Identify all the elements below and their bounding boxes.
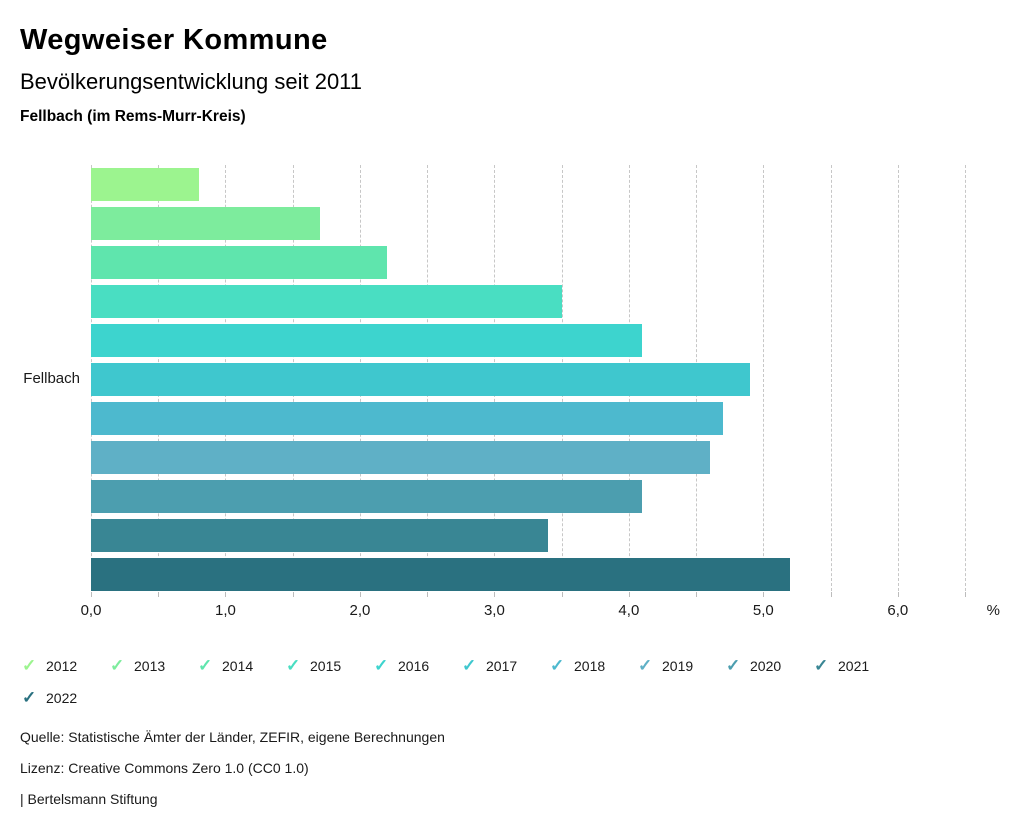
legend-item-2021[interactable]: ✓ 2021 bbox=[814, 655, 902, 676]
x-axis-labels: % 0,0 1,0 2,0 3,0 4,0 5,0 6,0 bbox=[81, 602, 1000, 620]
gridline bbox=[763, 165, 765, 591]
bar-2020 bbox=[91, 480, 643, 513]
legend-year-label: 2012 bbox=[46, 657, 78, 674]
bar-2017 bbox=[91, 363, 750, 396]
legend-item-2020[interactable]: ✓ 2020 bbox=[726, 655, 814, 676]
header: Wegweiser Kommune Bevölkerungsentwicklun… bbox=[20, 14, 362, 126]
legend-item-2013[interactable]: ✓ 2013 bbox=[110, 655, 198, 676]
legend-year-label: 2022 bbox=[46, 689, 78, 706]
check-icon: ✓ bbox=[374, 656, 389, 675]
axis-tick bbox=[628, 592, 630, 597]
legend-item-2012[interactable]: ✓ 2012 bbox=[22, 655, 110, 676]
bar-2015 bbox=[91, 285, 562, 318]
check-icon: ✓ bbox=[198, 656, 213, 675]
legend-year-label: 2013 bbox=[134, 657, 166, 674]
check-icon: ✓ bbox=[726, 656, 741, 675]
check-icon: ✓ bbox=[286, 656, 301, 675]
legend-item-2022[interactable]: ✓ 2022 bbox=[22, 687, 110, 708]
bar-2022 bbox=[91, 558, 791, 591]
check-icon: ✓ bbox=[814, 656, 829, 675]
axis-tick bbox=[696, 592, 698, 597]
legend-row: ✓ 2022 bbox=[22, 687, 902, 708]
check-icon: ✓ bbox=[462, 656, 477, 675]
x-axis-label: 1,0 bbox=[215, 602, 236, 619]
page-title: Wegweiser Kommune bbox=[20, 24, 328, 56]
legend: ✓ 2012 ✓ 2013 ✓ 2014 ✓ 2015 ✓ 2016 ✓ 2017 ✓ 2018 ✓ 2019… bbox=[22, 655, 902, 719]
bar-2014 bbox=[91, 246, 387, 279]
legend-year-label: 2021 bbox=[838, 657, 870, 674]
bar-2013 bbox=[91, 207, 320, 240]
axis-tick bbox=[494, 592, 496, 597]
gridline bbox=[830, 165, 832, 591]
axis-tick bbox=[91, 592, 92, 597]
x-axis-label: 3,0 bbox=[483, 602, 505, 619]
legend-year-label: 2015 bbox=[310, 657, 342, 674]
axis-tick bbox=[292, 592, 294, 597]
x-axis-label: 2,0 bbox=[349, 602, 371, 619]
category-label-fellbach: Fellbach bbox=[23, 370, 80, 387]
check-icon: ✓ bbox=[550, 656, 565, 675]
plot-area bbox=[91, 165, 1000, 591]
bar-2012 bbox=[91, 168, 199, 201]
gridline bbox=[965, 165, 967, 591]
legend-year-label: 2020 bbox=[750, 657, 782, 674]
axis-tick bbox=[158, 592, 160, 597]
check-icon: ✓ bbox=[22, 688, 37, 707]
footer: Quelle: Statistische Ämter der Länder, Z… bbox=[20, 729, 445, 822]
bar-2016 bbox=[91, 324, 643, 357]
axis-tick bbox=[359, 592, 361, 597]
attribution-text: | Bertelsmann Stiftung bbox=[20, 791, 158, 807]
bar-2019 bbox=[91, 441, 710, 474]
legend-year-label: 2017 bbox=[486, 657, 518, 674]
axis-tick bbox=[897, 592, 899, 597]
license-text: Lizenz: Creative Commons Zero 1.0 (CC0 1… bbox=[20, 760, 309, 776]
axis-tick bbox=[830, 592, 832, 597]
chart-title: Bevölkerungsentwicklung seit 2011 bbox=[20, 69, 363, 94]
axis-tick bbox=[225, 592, 227, 597]
check-icon: ✓ bbox=[22, 656, 37, 675]
legend-item-2018[interactable]: ✓ 2018 bbox=[550, 655, 638, 676]
axis-tick bbox=[561, 592, 563, 597]
legend-year-label: 2019 bbox=[662, 657, 694, 674]
axis-tick bbox=[427, 592, 429, 597]
legend-item-2015[interactable]: ✓ 2015 bbox=[286, 655, 374, 676]
legend-item-2014[interactable]: ✓ 2014 bbox=[198, 655, 286, 676]
legend-year-label: 2016 bbox=[398, 657, 430, 674]
legend-row: ✓ 2012 ✓ 2013 ✓ 2014 ✓ 2015 ✓ 2016 ✓ 2017 ✓ 2018 ✓ 2019… bbox=[22, 655, 902, 676]
legend-year-label: 2018 bbox=[574, 657, 606, 674]
x-axis-unit-label: % bbox=[986, 602, 1000, 619]
gridline bbox=[897, 165, 899, 591]
axis-tick bbox=[763, 592, 765, 597]
bars bbox=[91, 165, 1000, 591]
check-icon: ✓ bbox=[638, 656, 653, 675]
source-text: Quelle: Statistische Ämter der Länder, Z… bbox=[20, 729, 445, 745]
legend-year-label: 2014 bbox=[222, 657, 254, 674]
x-axis-label: 0,0 bbox=[80, 602, 102, 619]
legend-item-2016[interactable]: ✓ 2016 bbox=[374, 655, 462, 676]
check-icon: ✓ bbox=[110, 656, 125, 675]
x-axis-label: 5,0 bbox=[752, 602, 774, 619]
x-axis-label: 6,0 bbox=[887, 602, 909, 619]
bar-2021 bbox=[91, 519, 549, 552]
legend-item-2017[interactable]: ✓ 2017 bbox=[462, 655, 550, 676]
x-axis-label: 4,0 bbox=[618, 602, 640, 619]
legend-item-2019[interactable]: ✓ 2019 bbox=[638, 655, 726, 676]
bar-2018 bbox=[91, 402, 723, 435]
region-subtitle: Fellbach (im Rems-Murr-Kreis) bbox=[20, 108, 246, 125]
x-axis-ticks bbox=[91, 592, 1000, 598]
axis-tick bbox=[965, 592, 967, 597]
